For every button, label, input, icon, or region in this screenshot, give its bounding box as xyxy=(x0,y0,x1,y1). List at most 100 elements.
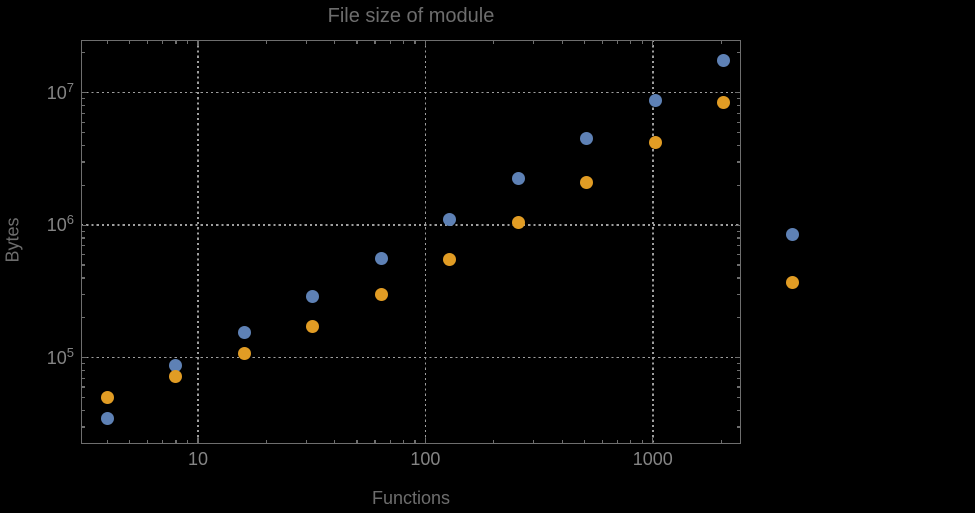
tick-top-mark xyxy=(414,40,416,44)
tick-right-mark xyxy=(737,131,741,134)
x-tick-label: 100 xyxy=(410,449,441,469)
tick-bottom-mark xyxy=(186,440,189,444)
tick-top-mark xyxy=(356,40,358,44)
data-point-series-2-orange xyxy=(169,370,183,384)
data-point-series-2-orange xyxy=(785,275,799,289)
gridline-vertical xyxy=(197,40,199,444)
plot-frame xyxy=(81,40,741,444)
tick-right-mark xyxy=(737,161,741,163)
tick-right-mark xyxy=(737,264,741,266)
tick-top-mark xyxy=(146,40,149,44)
tick-left-mark xyxy=(81,131,85,134)
tick-left-mark xyxy=(81,92,87,94)
tick-bottom-mark xyxy=(561,440,563,444)
tick-bottom-mark xyxy=(616,440,619,444)
tick-right-mark xyxy=(734,92,741,94)
tick-left-mark xyxy=(81,264,85,266)
tick-left-mark xyxy=(81,230,85,232)
data-point-series-1-blue xyxy=(237,325,251,339)
data-point-series-1-blue xyxy=(717,54,731,68)
data-point-series-2-orange xyxy=(717,96,731,110)
tick-top-mark xyxy=(162,40,164,44)
tick-top-mark xyxy=(402,40,404,44)
tick-bottom-mark xyxy=(162,440,164,444)
data-point-series-2-orange xyxy=(511,215,525,229)
tick-right-mark xyxy=(737,409,741,411)
tick-right-mark xyxy=(737,426,741,428)
data-point-series-1-blue xyxy=(100,411,114,425)
tick-right-mark xyxy=(737,121,741,123)
tick-bottom-mark xyxy=(374,440,376,444)
tick-bottom-mark xyxy=(146,440,149,444)
y-tick-exponent: 7 xyxy=(66,79,74,95)
tick-right-mark xyxy=(737,144,741,147)
tick-right-mark xyxy=(734,357,741,359)
data-point-series-2-orange xyxy=(306,319,320,333)
tick-bottom-mark xyxy=(424,437,426,444)
tick-left-mark xyxy=(81,184,85,186)
tick-bottom-mark xyxy=(175,440,177,444)
tick-top-mark xyxy=(601,40,603,44)
data-point-series-1-blue xyxy=(511,172,525,186)
tick-top-mark xyxy=(583,40,585,44)
tick-left-mark xyxy=(81,386,85,388)
tick-bottom-mark xyxy=(402,440,404,444)
data-point-series-1-blue xyxy=(580,132,594,146)
data-point-series-1-blue xyxy=(169,358,183,372)
y-tick-label: 106 xyxy=(46,212,74,236)
tick-top-mark xyxy=(186,40,189,44)
tick-bottom-mark xyxy=(630,440,632,444)
tick-top-mark xyxy=(561,40,563,44)
tick-left-mark xyxy=(81,224,87,226)
tick-top-mark xyxy=(175,40,177,44)
data-point-series-2-orange xyxy=(443,253,457,267)
tick-top-mark xyxy=(652,40,654,46)
data-point-series-1-blue xyxy=(306,289,320,303)
tick-top-mark xyxy=(424,40,426,46)
gridline-vertical xyxy=(652,40,654,444)
tick-right-mark xyxy=(737,230,741,232)
tick-top-mark xyxy=(128,40,131,44)
tick-right-mark xyxy=(734,224,741,226)
tick-left-mark xyxy=(81,253,85,256)
x-tick-label: 1000 xyxy=(632,449,673,469)
tick-bottom-mark xyxy=(720,440,722,444)
tick-left-mark xyxy=(81,161,85,163)
tick-right-mark xyxy=(737,396,741,399)
tick-right-mark xyxy=(737,245,741,247)
y-tick-label: 105 xyxy=(46,344,74,368)
tick-right-mark xyxy=(737,317,741,319)
tick-left-mark xyxy=(81,121,85,123)
tick-left-mark xyxy=(81,409,85,411)
tick-bottom-mark xyxy=(389,440,391,444)
tick-right-mark xyxy=(737,98,741,100)
data-point-series-1-blue xyxy=(785,228,799,242)
tick-bottom-mark xyxy=(334,440,336,444)
tick-bottom-mark xyxy=(106,440,109,444)
gridline-vertical xyxy=(424,40,427,444)
tick-bottom-mark xyxy=(128,440,131,444)
tick-left-mark xyxy=(81,363,85,365)
tick-right-mark xyxy=(737,363,741,365)
tick-right-mark xyxy=(737,112,741,114)
tick-left-mark xyxy=(81,237,85,239)
tick-bottom-mark xyxy=(356,440,358,444)
data-point-series-2-orange xyxy=(237,346,251,360)
tick-left-mark xyxy=(81,396,85,399)
tick-bottom-mark xyxy=(601,440,603,444)
data-point-series-2-orange xyxy=(648,136,662,150)
tick-left-mark xyxy=(81,144,85,147)
tick-top-mark xyxy=(630,40,632,44)
tick-left-mark xyxy=(81,112,85,114)
y-tick-exponent: 6 xyxy=(66,212,74,228)
tick-right-mark xyxy=(737,52,741,54)
tick-right-mark xyxy=(737,293,741,296)
tick-left-mark xyxy=(81,357,87,359)
tick-left-mark xyxy=(81,98,85,100)
tick-left-mark xyxy=(81,104,85,107)
tick-top-mark xyxy=(374,40,376,44)
tick-top-mark xyxy=(305,40,308,44)
tick-top-mark xyxy=(197,40,199,46)
tick-bottom-mark xyxy=(493,440,495,444)
y-tick-exponent: 5 xyxy=(66,344,74,360)
